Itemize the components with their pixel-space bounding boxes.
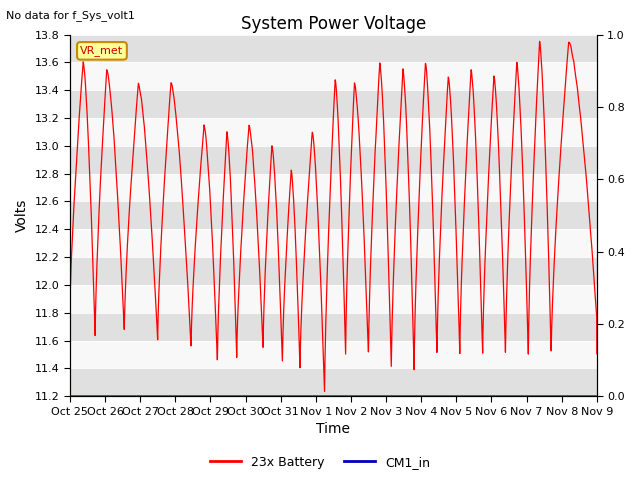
Bar [70, 35, 597, 62]
Title: System Power Voltage: System Power Voltage [241, 15, 426, 33]
Legend: 23x Battery, CM1_in: 23x Battery, CM1_in [205, 451, 435, 474]
Bar [70, 62, 597, 90]
Text: VR_met: VR_met [81, 46, 124, 56]
Text: No data for f_Sys_volt1: No data for f_Sys_volt1 [6, 10, 135, 21]
Bar [70, 313, 597, 341]
Bar [70, 202, 597, 229]
Y-axis label: Volts: Volts [15, 199, 29, 232]
Bar [70, 90, 597, 118]
Bar [70, 257, 597, 285]
Bar [70, 174, 597, 202]
Bar [70, 341, 597, 369]
Bar [70, 118, 597, 146]
Bar [70, 369, 597, 396]
Bar [70, 285, 597, 313]
Bar [70, 146, 597, 174]
Bar [70, 229, 597, 257]
X-axis label: Time: Time [316, 422, 350, 436]
